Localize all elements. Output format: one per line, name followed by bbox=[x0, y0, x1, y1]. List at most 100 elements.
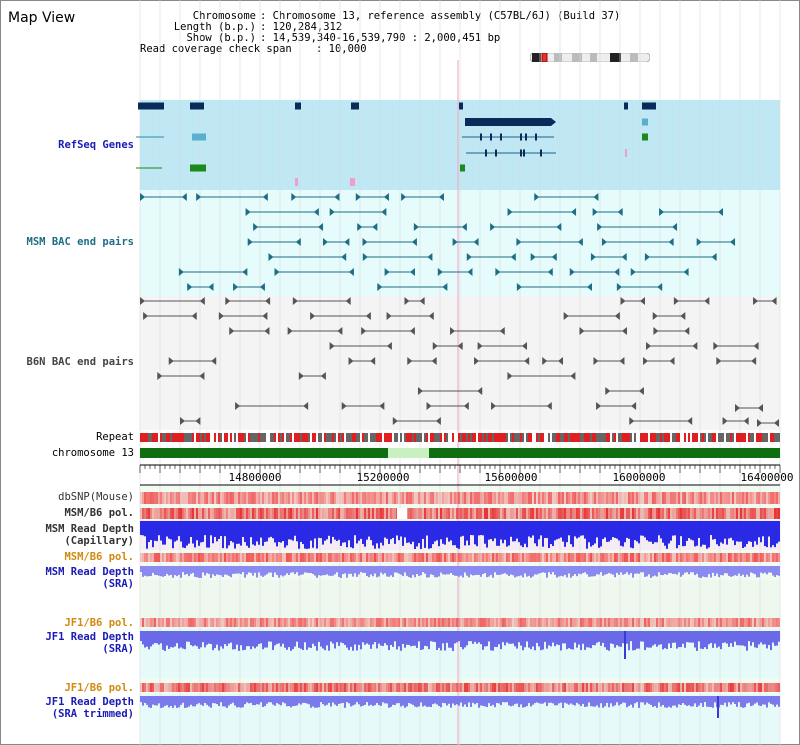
msm-b6-pol-strip bbox=[460, 553, 462, 562]
jf1-b6-pol-strip bbox=[726, 683, 728, 692]
jf1-b6-pol-strip bbox=[576, 618, 578, 627]
jf1-trimmed-depth bbox=[602, 696, 604, 708]
repeat-segment bbox=[268, 433, 270, 442]
msm-sra-depth bbox=[632, 566, 634, 578]
jf1-sra-depth bbox=[754, 631, 756, 648]
jf1-b6-pol-strip bbox=[376, 683, 378, 692]
jf1-sra-depth bbox=[660, 631, 662, 645]
msm-b6-pol-strip bbox=[724, 553, 726, 562]
info-row-length: Length (b.p.): 120,284,312 bbox=[173, 21, 343, 33]
msm-capillary-depth bbox=[354, 521, 356, 536]
jf1-sra-depth bbox=[550, 631, 552, 647]
dbsnp-strip bbox=[520, 492, 522, 504]
jf1-sra-depth bbox=[178, 631, 180, 649]
jf1-b6-pol-strip bbox=[520, 683, 522, 692]
jf1-b6-pol-strip bbox=[386, 683, 388, 692]
dbsnp-strip bbox=[236, 492, 238, 504]
msm-b6-pol-strip bbox=[740, 553, 742, 562]
jf1-b6-pol-strip bbox=[202, 683, 204, 692]
msm-capillary-depth bbox=[328, 521, 330, 536]
jf1-b6-pol-strip bbox=[260, 618, 262, 627]
repeat-segment bbox=[402, 433, 404, 442]
msm-b6-pol-strip bbox=[488, 508, 490, 519]
jf1-sra-depth bbox=[558, 631, 560, 645]
b6n-bac-pair-end bbox=[179, 417, 185, 425]
jf1-trimmed-depth bbox=[738, 696, 740, 703]
repeat-segment bbox=[246, 433, 248, 442]
msm-bac-pair-end bbox=[617, 208, 623, 216]
msm-sra-depth bbox=[274, 566, 276, 573]
msm-b6-pol-strip bbox=[750, 553, 752, 562]
jf1-trimmed-depth bbox=[506, 696, 508, 703]
jf1-b6-pol-strip bbox=[594, 618, 596, 627]
jf1-trimmed-depth bbox=[346, 696, 348, 703]
repeat-segment bbox=[512, 433, 514, 442]
msm-sra-depth bbox=[692, 566, 694, 573]
jf1-b6-pol-strip bbox=[422, 683, 424, 692]
msm-b6-pol-strip bbox=[612, 553, 614, 562]
dbsnp-strip bbox=[452, 492, 454, 504]
msm-b6-pol-strip bbox=[390, 553, 392, 562]
b6n-bac-pair-end bbox=[298, 372, 304, 380]
jf1-b6-pol-strip bbox=[190, 618, 192, 627]
msm-b6-pol-strip bbox=[682, 508, 684, 519]
jf1-sra-depth bbox=[144, 631, 146, 648]
repeat-segment bbox=[470, 433, 472, 442]
msm-capillary-depth bbox=[490, 521, 492, 539]
jf1-trimmed-depth bbox=[390, 696, 392, 707]
jf1-sra-depth bbox=[700, 631, 702, 649]
msm-b6-pol-strip bbox=[446, 553, 448, 562]
msm-capillary-depth bbox=[390, 521, 392, 540]
jf1-sra-depth bbox=[574, 631, 576, 643]
dbsnp-strip bbox=[286, 492, 288, 504]
msm-capillary-depth bbox=[588, 521, 590, 543]
b6n-bac-pair-end bbox=[524, 357, 530, 365]
msm-capillary-depth bbox=[350, 521, 352, 548]
msm-b6-pol-strip bbox=[672, 508, 674, 519]
msm-sra-depth bbox=[590, 566, 592, 577]
jf1-sra-depth bbox=[720, 631, 722, 650]
b6n-bac-pair-end bbox=[348, 357, 354, 365]
msm-b6-pol-strip bbox=[584, 508, 586, 519]
jf1-b6-pol-strip bbox=[282, 618, 284, 627]
msm-b6-pol-strip bbox=[318, 553, 320, 562]
msm-bac-pair-end bbox=[630, 268, 636, 276]
jf1-trimmed-depth bbox=[486, 696, 488, 708]
msm-sra-depth bbox=[504, 566, 506, 574]
b6n-bac-pair-end bbox=[386, 342, 392, 350]
jf1-b6-pol-strip bbox=[582, 683, 584, 692]
dbsnp-strip bbox=[404, 492, 406, 504]
msm-b6-pol-strip bbox=[742, 508, 744, 519]
jf1-b6-pol-strip bbox=[452, 618, 454, 627]
msm-capillary-depth bbox=[586, 521, 588, 549]
jf1-trimmed-depth bbox=[530, 696, 532, 707]
msm-sra-depth bbox=[480, 566, 482, 577]
repeat-segment bbox=[578, 433, 580, 442]
jf1-b6-pol-strip bbox=[480, 683, 482, 692]
jf1-sra-depth bbox=[578, 631, 580, 645]
msm-sra-depth bbox=[512, 566, 514, 576]
jf1-b6-pol-strip bbox=[322, 683, 324, 692]
jf1-b6-pol-strip bbox=[334, 683, 336, 692]
jf1-trimmed-depth bbox=[184, 696, 186, 708]
dbsnp-strip bbox=[334, 492, 336, 504]
msm-sra-depth bbox=[302, 566, 304, 575]
msm-b6-pol-strip bbox=[602, 508, 604, 519]
msm-capillary-depth bbox=[368, 521, 370, 537]
jf1-trimmed-depth bbox=[266, 696, 268, 704]
jf1-b6-pol-strip bbox=[246, 683, 248, 692]
repeat-segment bbox=[346, 433, 348, 442]
jf1-sra-depth bbox=[748, 631, 750, 642]
jf1-b6-pol-strip bbox=[446, 618, 448, 627]
msm-b6-pol-strip bbox=[476, 553, 478, 562]
repeat-segment bbox=[588, 433, 590, 442]
jf1-sra-depth bbox=[394, 631, 396, 642]
jf1-sra-depth bbox=[308, 631, 310, 648]
jf1-b6-pol-strip bbox=[424, 683, 426, 692]
msm-b6-pol-strip bbox=[680, 508, 682, 519]
msm-b6-pol-strip bbox=[274, 508, 276, 519]
jf1-trimmed-depth bbox=[612, 696, 614, 707]
msm-b6-pol-strip bbox=[344, 508, 346, 519]
msm-b6-pol-strip bbox=[564, 553, 566, 562]
